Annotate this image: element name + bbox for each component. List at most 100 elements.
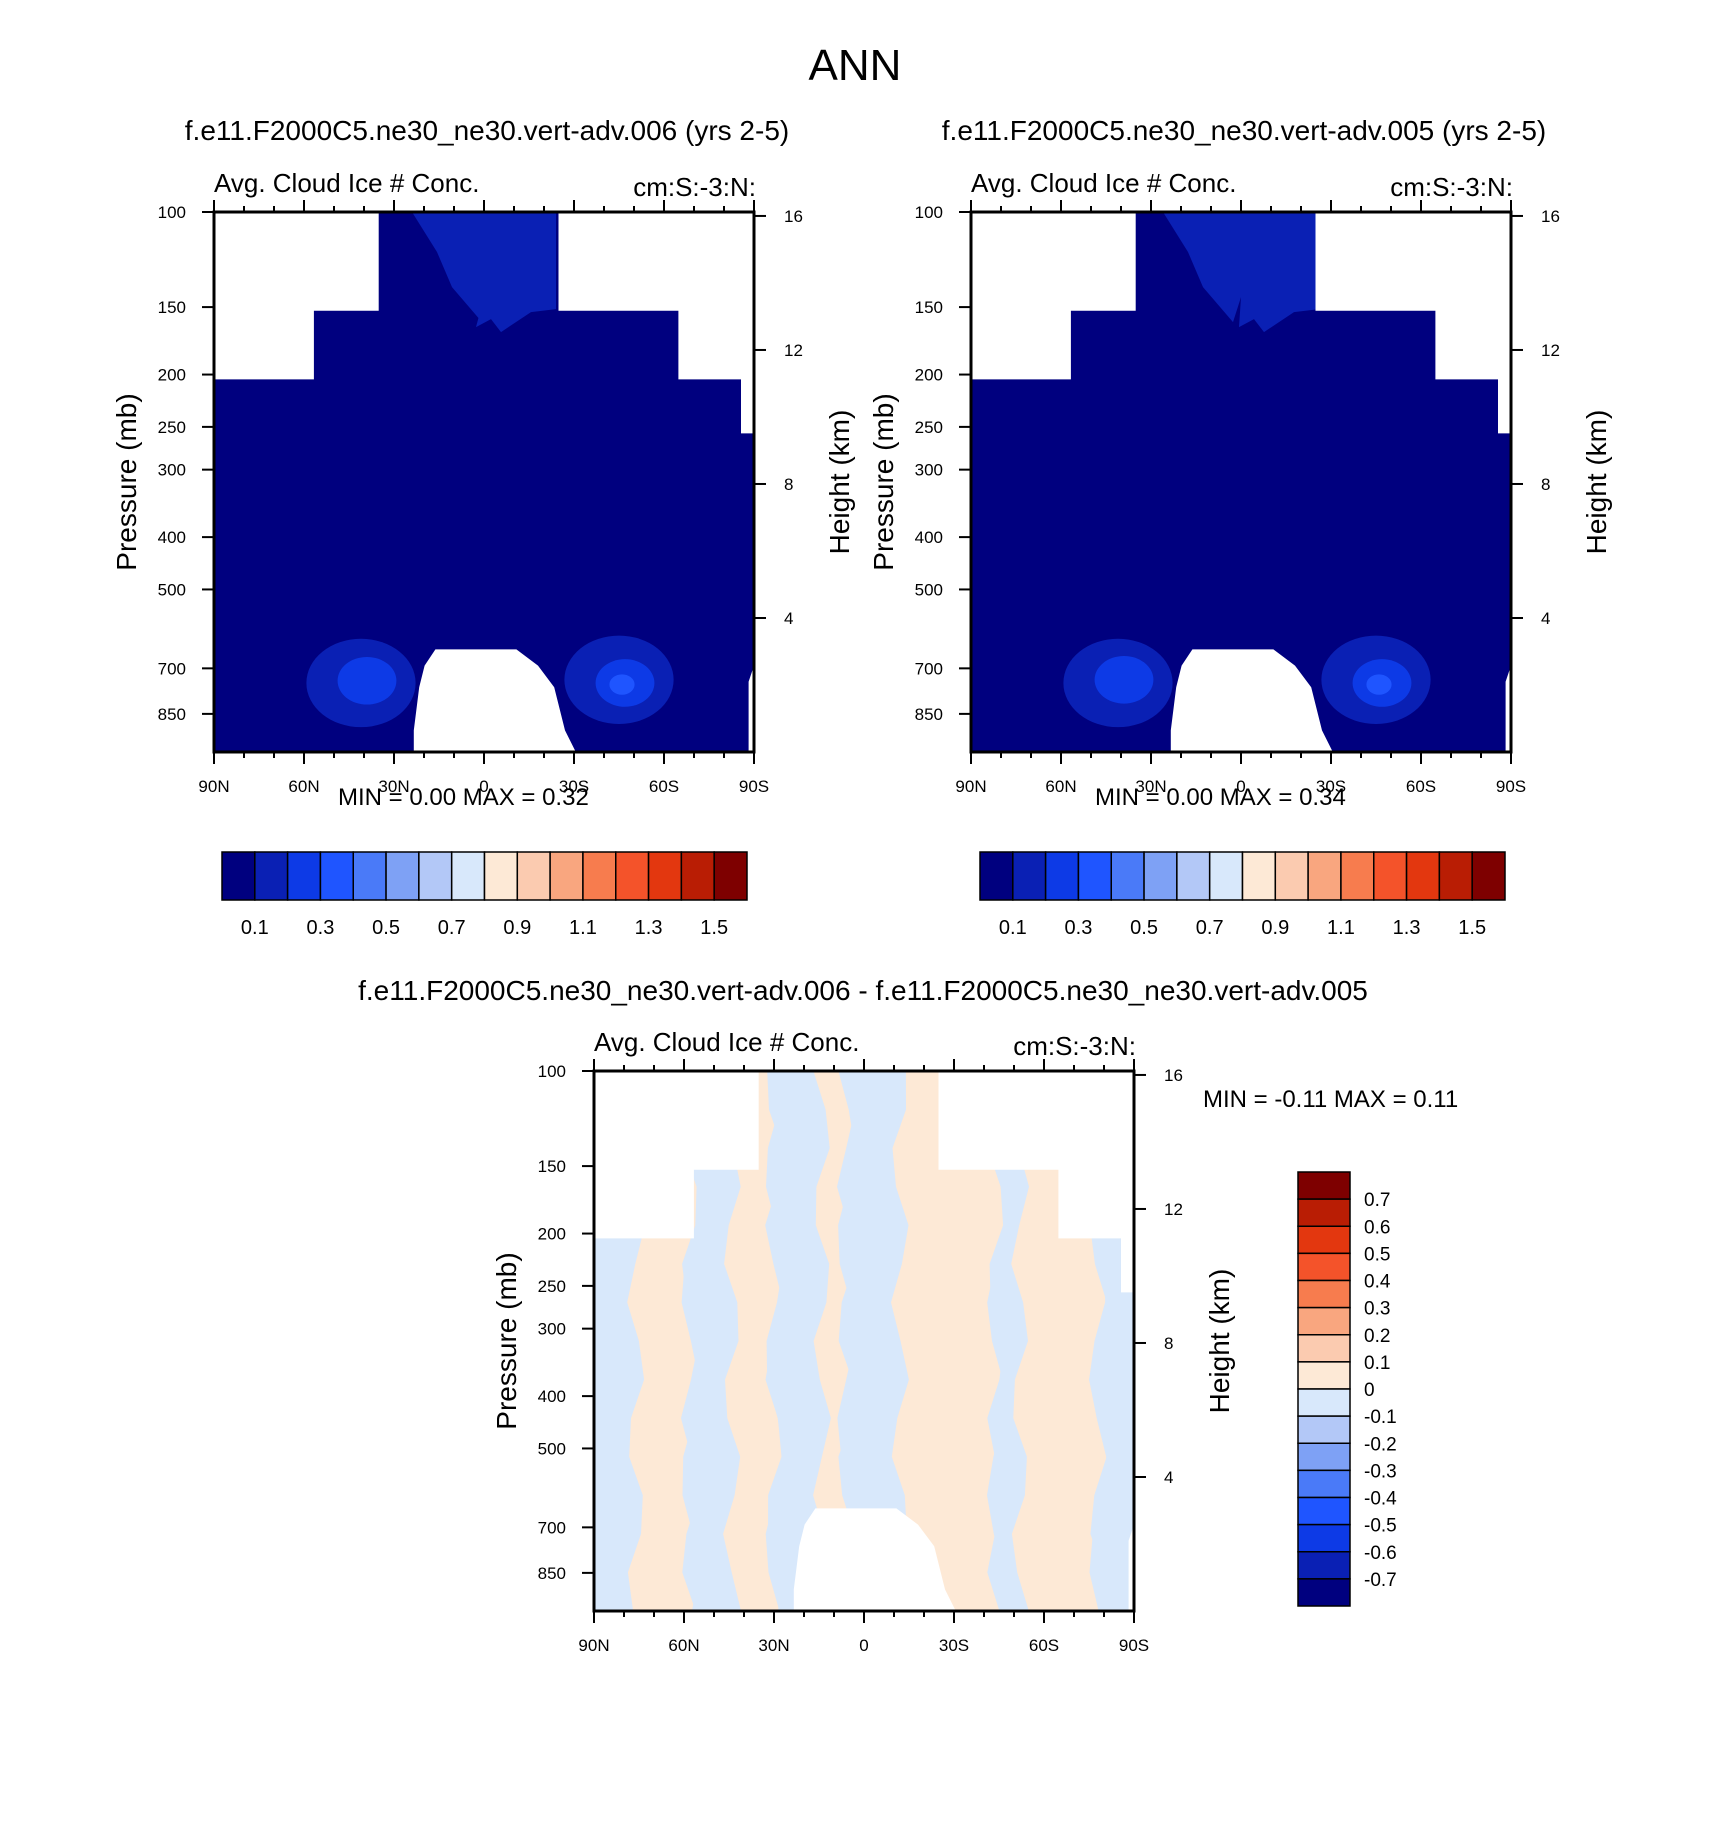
y-tick-label: 250 bbox=[538, 1277, 566, 1296]
x-tick-label: 90N bbox=[955, 777, 986, 796]
panel-title: f.e11.F2000C5.ne30_ne30.vert-adv.006 (yr… bbox=[185, 115, 789, 146]
anomaly-stripe-neg bbox=[681, 1071, 741, 1611]
colorbar-box bbox=[1307, 851, 1342, 901]
colorbar-box bbox=[713, 851, 748, 901]
y-tick-label: 150 bbox=[915, 298, 943, 317]
y2-tick-label: 16 bbox=[784, 207, 803, 226]
colorbar-label: -0.3 bbox=[1364, 1461, 1397, 1482]
y-tick-label: 200 bbox=[158, 366, 186, 385]
colorbar-label: 0.2 bbox=[1364, 1326, 1390, 1347]
colorbar-label: 0.9 bbox=[1261, 917, 1289, 939]
y-tick-label: 300 bbox=[538, 1320, 566, 1339]
y-tick-label: 700 bbox=[158, 659, 186, 678]
colorbar-box bbox=[1373, 851, 1408, 901]
y2-axis-label: Height (km) bbox=[824, 410, 855, 555]
colorbar-label: 0.7 bbox=[1196, 917, 1224, 939]
ice-maximum-contour bbox=[1094, 655, 1154, 704]
colorbar-label: 0.5 bbox=[372, 917, 400, 939]
x-tick-label: 30N bbox=[378, 777, 409, 796]
colorbar-label: 0 bbox=[1364, 1380, 1375, 1401]
y2-tick-label: 4 bbox=[1164, 1468, 1173, 1487]
x-tick-label: 60S bbox=[649, 777, 679, 796]
colorbar-box bbox=[286, 851, 322, 901]
colorbar-box bbox=[1297, 1578, 1351, 1607]
anomaly-stripe-pos bbox=[723, 1071, 783, 1611]
units-label: cm:S:-3:N: bbox=[1013, 1031, 1136, 1061]
colorbar-box bbox=[549, 851, 584, 901]
colorbar-box bbox=[1405, 851, 1441, 901]
y-tick-label: 500 bbox=[538, 1439, 566, 1458]
missing-data-region bbox=[214, 212, 379, 380]
colorbar-box bbox=[979, 851, 1014, 901]
colorbar-box bbox=[221, 851, 256, 901]
y-tick-label: 500 bbox=[915, 580, 943, 599]
colorbar-box bbox=[352, 851, 387, 901]
colorbar-box bbox=[418, 851, 453, 901]
colorbar-box bbox=[1208, 851, 1244, 901]
x-tick-label: 60S bbox=[1029, 1636, 1059, 1655]
plot-field bbox=[971, 212, 1511, 752]
colorbar-box bbox=[1143, 851, 1178, 901]
colorbar-box bbox=[1044, 851, 1080, 901]
x-tick-label: 90N bbox=[578, 1636, 609, 1655]
colorbar-box bbox=[1110, 851, 1145, 901]
colorbar-box bbox=[1340, 851, 1375, 901]
units-label: cm:S:-3:N: bbox=[633, 172, 756, 202]
y-tick-label: 700 bbox=[538, 1518, 566, 1537]
min-max-stats: MIN = 0.00 MAX = 0.32 bbox=[338, 784, 589, 811]
anomaly-stripe-pos bbox=[891, 1071, 1005, 1611]
anomaly-stripe-neg bbox=[837, 1071, 909, 1611]
missing-data-region bbox=[1315, 212, 1511, 434]
colorbar-box bbox=[1297, 1523, 1351, 1553]
x-tick-label: 90S bbox=[1119, 1636, 1149, 1655]
colorbar-label: 0.5 bbox=[1130, 917, 1158, 939]
y-tick-label: 850 bbox=[158, 705, 186, 724]
x-tick-label: 30N bbox=[758, 1636, 789, 1655]
y-tick-label: 200 bbox=[915, 366, 943, 385]
missing-data-region bbox=[413, 649, 576, 752]
colorbar-label: 0.7 bbox=[1364, 1190, 1390, 1211]
colorbar-box bbox=[1297, 1225, 1351, 1255]
colorbar-label: -0.4 bbox=[1364, 1489, 1397, 1510]
panel-difference: 90N 60N 30N 0 30S 60S 90S 100 150 200 250 300 400 500… bbox=[358, 975, 1458, 1655]
missing-data-region bbox=[938, 1071, 1134, 1293]
colorbar-box bbox=[1297, 1388, 1351, 1417]
y-tick-label: 700 bbox=[915, 659, 943, 678]
anomaly-stripe-neg bbox=[765, 1071, 831, 1611]
y-tick-label: 100 bbox=[538, 1062, 566, 1081]
colorbar-box bbox=[1012, 851, 1047, 901]
missing-data-region bbox=[558, 212, 754, 434]
colorbar-label: 0.1 bbox=[241, 917, 269, 939]
colorbar-box bbox=[1297, 1442, 1351, 1472]
x-tick-label: 0 bbox=[1236, 777, 1245, 796]
colorbar-box bbox=[1297, 1551, 1351, 1580]
colorbar-box bbox=[1297, 1306, 1351, 1336]
units-label: cm:S:-3:N: bbox=[1390, 172, 1513, 202]
figure-title: ANN bbox=[809, 41, 902, 90]
panel-model-006: 90N 60N 30N 0 30S 60S 90S 100 150 200 250 300 400 500… bbox=[111, 115, 855, 939]
colorbar-label: -0.5 bbox=[1364, 1516, 1397, 1537]
colorbar-box bbox=[1297, 1334, 1351, 1363]
x-tick-label: 0 bbox=[479, 777, 488, 796]
y-tick-label: 850 bbox=[915, 705, 943, 724]
y-tick-label: 100 bbox=[158, 203, 186, 222]
y-tick-label: 100 bbox=[915, 203, 943, 222]
y2-tick-label: 8 bbox=[1164, 1334, 1173, 1353]
y-tick-label: 850 bbox=[538, 1564, 566, 1583]
y-tick-label: 250 bbox=[915, 418, 943, 437]
x-tick-label: 30S bbox=[559, 777, 589, 796]
upper-ice-region bbox=[1163, 212, 1319, 333]
y-axis-label: Pressure (mb) bbox=[491, 1252, 522, 1429]
variable-label: Avg. Cloud Ice # Conc. bbox=[594, 1027, 859, 1057]
colorbar-box bbox=[483, 851, 519, 901]
y-tick-label: 400 bbox=[158, 528, 186, 547]
x-tick-label: 30N bbox=[1135, 777, 1166, 796]
colorbar-box bbox=[1241, 851, 1277, 901]
panel-title: f.e11.F2000C5.ne30_ne30.vert-adv.005 (yr… bbox=[942, 115, 1546, 146]
x-tick-label: 30S bbox=[939, 1636, 969, 1655]
y-axis-label: Pressure (mb) bbox=[868, 393, 899, 570]
x-tick-label: 90N bbox=[198, 777, 229, 796]
colorbar-label: 0.5 bbox=[1364, 1244, 1390, 1265]
variable-label: Avg. Cloud Ice # Conc. bbox=[214, 168, 479, 198]
